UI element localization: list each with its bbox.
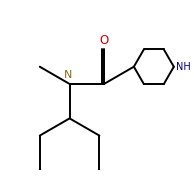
Text: O: O [99, 34, 109, 47]
Text: NH: NH [176, 62, 190, 72]
Text: N: N [64, 70, 72, 80]
